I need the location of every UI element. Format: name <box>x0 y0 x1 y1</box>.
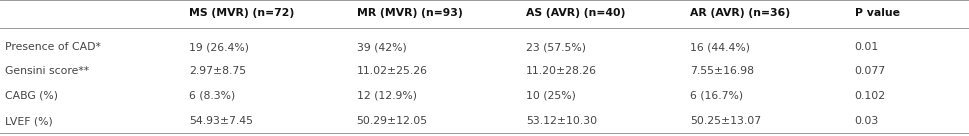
Text: LVEF (%): LVEF (%) <box>5 116 52 126</box>
Text: MS (MVR) (n=72): MS (MVR) (n=72) <box>189 8 295 18</box>
Text: MR (MVR) (n=93): MR (MVR) (n=93) <box>357 8 462 18</box>
Text: 0.03: 0.03 <box>855 116 879 126</box>
Text: Gensini score**: Gensini score** <box>5 66 89 76</box>
Text: CABG (%): CABG (%) <box>5 91 58 101</box>
Text: 2.97±8.75: 2.97±8.75 <box>189 66 246 76</box>
Text: 6 (8.3%): 6 (8.3%) <box>189 91 235 101</box>
Text: 0.077: 0.077 <box>855 66 886 76</box>
Text: 11.20±28.26: 11.20±28.26 <box>526 66 597 76</box>
Text: 0.01: 0.01 <box>855 42 879 52</box>
Text: 16 (44.4%): 16 (44.4%) <box>690 42 750 52</box>
Text: 0.102: 0.102 <box>855 91 886 101</box>
Text: Presence of CAD*: Presence of CAD* <box>5 42 101 52</box>
Text: 50.29±12.05: 50.29±12.05 <box>357 116 427 126</box>
Text: 7.55±16.98: 7.55±16.98 <box>690 66 754 76</box>
Text: 6 (16.7%): 6 (16.7%) <box>690 91 743 101</box>
Text: 39 (42%): 39 (42%) <box>357 42 406 52</box>
Text: 12 (12.9%): 12 (12.9%) <box>357 91 417 101</box>
Text: 10 (25%): 10 (25%) <box>526 91 576 101</box>
Text: 11.02±25.26: 11.02±25.26 <box>357 66 427 76</box>
Text: 53.12±10.30: 53.12±10.30 <box>526 116 597 126</box>
Text: 54.93±7.45: 54.93±7.45 <box>189 116 253 126</box>
Text: AR (AVR) (n=36): AR (AVR) (n=36) <box>690 8 790 18</box>
Text: 23 (57.5%): 23 (57.5%) <box>526 42 586 52</box>
Text: P value: P value <box>855 8 899 18</box>
Text: 19 (26.4%): 19 (26.4%) <box>189 42 249 52</box>
Text: 50.25±13.07: 50.25±13.07 <box>690 116 761 126</box>
Text: AS (AVR) (n=40): AS (AVR) (n=40) <box>526 8 626 18</box>
